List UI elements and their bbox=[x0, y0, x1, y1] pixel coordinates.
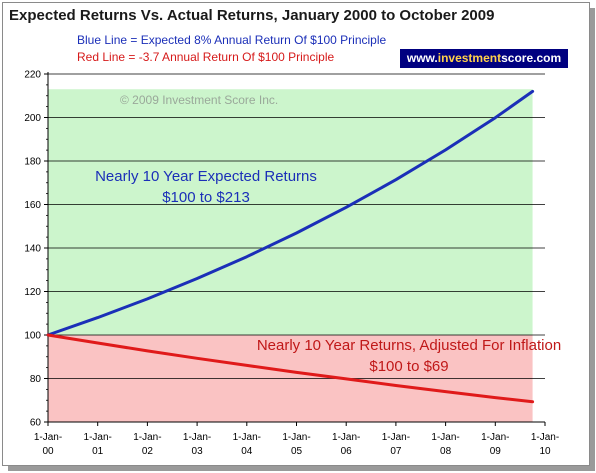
series-lines bbox=[46, 89, 535, 404]
y-axis-ticks: 60 80 100 120 140 160 180 200 220 bbox=[24, 70, 48, 429]
x-tick-label: 04 bbox=[241, 446, 253, 457]
x-tick-label: 02 bbox=[142, 446, 154, 457]
brand-badge: www.investmentscore.com bbox=[400, 49, 568, 68]
expected-return-line bbox=[46, 89, 535, 337]
expected-annotation-line2: $100 to $213 bbox=[162, 189, 250, 206]
y-tick-label: 100 bbox=[24, 331, 41, 342]
x-tick-label: 1-Jan- bbox=[183, 432, 211, 443]
y-tick-label: 60 bbox=[30, 418, 42, 429]
x-tick-label: 1-Jan- bbox=[382, 432, 410, 443]
chart-title: Expected Returns Vs. Actual Returns, Jan… bbox=[9, 7, 495, 24]
brand-prefix: www. bbox=[406, 51, 438, 65]
x-tick-label: 03 bbox=[192, 446, 204, 457]
x-tick-label: 1-Jan- bbox=[84, 432, 112, 443]
x-tick-label: 00 bbox=[42, 446, 54, 457]
x-tick-label: 1-Jan- bbox=[431, 432, 459, 443]
x-tick-label: 1-Jan- bbox=[34, 432, 62, 443]
actual-return-line bbox=[46, 333, 535, 404]
x-tick-label: 1-Jan- bbox=[133, 432, 161, 443]
subtitle-blue-legend: Blue Line = Expected 8% Annual Return Of… bbox=[77, 33, 387, 47]
x-tick-label: 01 bbox=[92, 446, 104, 457]
x-tick-label: 06 bbox=[341, 446, 353, 457]
x-tick-label: 05 bbox=[291, 446, 303, 457]
x-axis-ticks: 1-Jan- 00 1-Jan- 01 1-Jan- 02 1-Jan- 03 1-Jan- 04… bbox=[34, 422, 559, 457]
actual-annotation-line1: Nearly 10 Year Returns, Adjusted For Inf… bbox=[257, 337, 561, 354]
y-tick-label: 120 bbox=[24, 287, 41, 298]
y-tick-label: 80 bbox=[30, 374, 42, 385]
x-tick-label: 07 bbox=[390, 446, 402, 457]
x-tick-label: 09 bbox=[490, 446, 502, 457]
frame-shadow-bottom bbox=[8, 466, 595, 471]
y-tick-label: 180 bbox=[24, 157, 41, 168]
y-tick-label: 220 bbox=[24, 70, 41, 81]
x-tick-label: 1-Jan- bbox=[481, 432, 509, 443]
y-tick-label: 200 bbox=[24, 113, 41, 124]
brand-highlight: investment bbox=[437, 51, 502, 65]
expected-annotation-line1: Nearly 10 Year Expected Returns bbox=[95, 168, 317, 185]
x-tick-label: 08 bbox=[440, 446, 452, 457]
subtitle-red-legend: Red Line = -3.7 Annual Return Of $100 Pr… bbox=[77, 50, 335, 64]
frame-shadow-right bbox=[590, 8, 595, 468]
x-tick-label: 1-Jan- bbox=[233, 432, 261, 443]
x-tick-label: 1-Jan- bbox=[531, 432, 559, 443]
x-tick-label: 1-Jan- bbox=[332, 432, 360, 443]
x-tick-label: 10 bbox=[539, 446, 551, 457]
shaded-region-0 bbox=[48, 89, 533, 335]
watermark-text: © 2009 Investment Score Inc. bbox=[120, 93, 278, 107]
x-tick-label: 1-Jan- bbox=[282, 432, 310, 443]
y-tick-label: 140 bbox=[24, 244, 41, 255]
actual-annotation-line2: $100 to $69 bbox=[369, 358, 448, 375]
brand-suffix: score.com bbox=[501, 51, 562, 65]
gridlines bbox=[48, 73, 545, 379]
y-tick-label: 160 bbox=[24, 200, 41, 211]
